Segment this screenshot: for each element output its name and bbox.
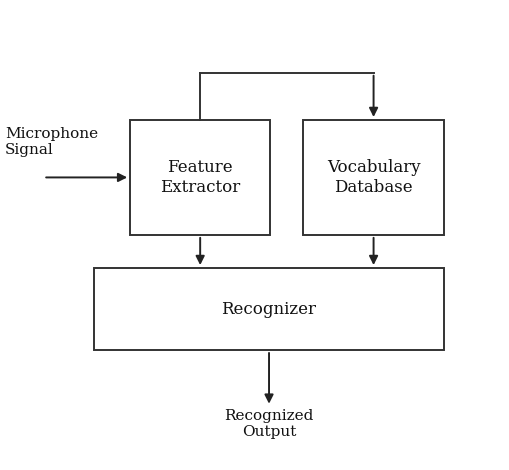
Text: Microphone
Signal: Microphone Signal (5, 127, 98, 157)
Bar (130, 120, 270, 235)
Text: Recognized
Output: Recognized Output (224, 409, 313, 439)
Bar (94, 268, 443, 350)
Bar (303, 120, 443, 235)
Text: Recognizer: Recognizer (221, 300, 316, 318)
Text: Vocabulary
Database: Vocabulary Database (326, 159, 419, 196)
Text: Feature
Extractor: Feature Extractor (160, 159, 240, 196)
